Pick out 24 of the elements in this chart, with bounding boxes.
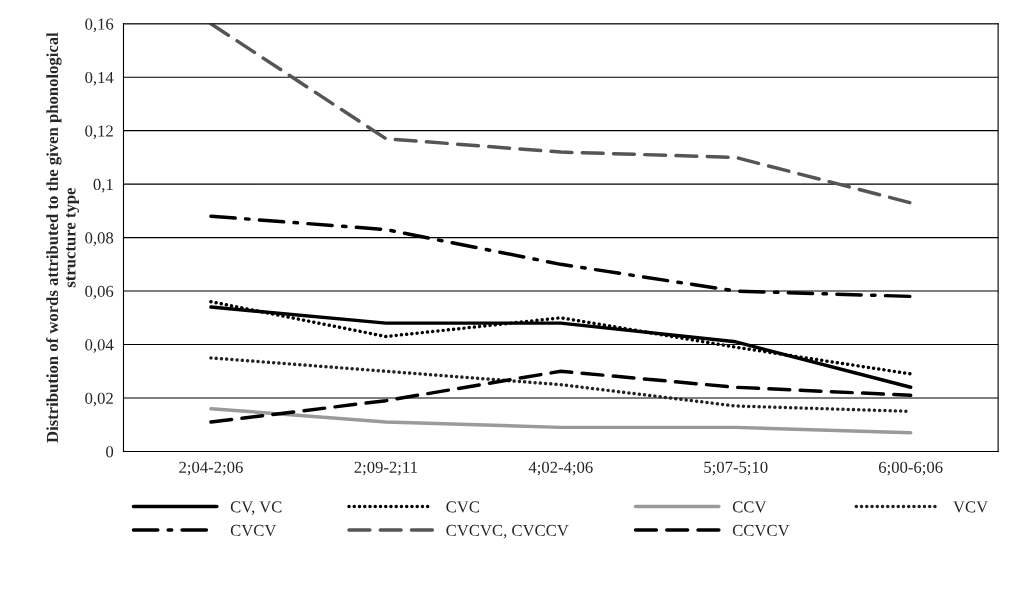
legend-label: VCV (953, 501, 988, 513)
legend-label: CV, VC (230, 501, 282, 515)
legend-label: CVCV (230, 524, 277, 537)
x-tick-label: 4;02-4;06 (528, 461, 593, 476)
y-tick-label: 0 (106, 446, 114, 458)
legend-label: CCV (732, 501, 767, 513)
x-tick-label: 2;04-2;06 (179, 461, 243, 476)
y-tick-label: 0,06 (85, 285, 114, 300)
legend-label: CVCVC, CVCCV (446, 524, 569, 539)
legend-label: CCVCV (732, 524, 790, 537)
x-tick-label: 5;07-5;10 (704, 461, 768, 476)
y-tick-label: 0,04 (85, 339, 114, 353)
y-tick-label: 0,16 (85, 18, 114, 33)
y-tick-label: 0,08 (85, 232, 114, 246)
x-tick-label: 2;09-2;11 (354, 461, 417, 476)
y-tick-label: 0,12 (85, 125, 113, 140)
x-tick-label: 6;00-6;06 (878, 461, 943, 476)
y-tick-label: 0,14 (85, 71, 114, 86)
line-series (209, 23, 913, 205)
y-tick-label: 0,02 (85, 392, 113, 407)
y-axis-title: Distribution of words attributed to the given phonological structure type (46, 32, 80, 443)
line-series (209, 406, 913, 435)
y-tick-label: 0,1 (93, 178, 113, 193)
legend-label: CVC (446, 501, 480, 513)
